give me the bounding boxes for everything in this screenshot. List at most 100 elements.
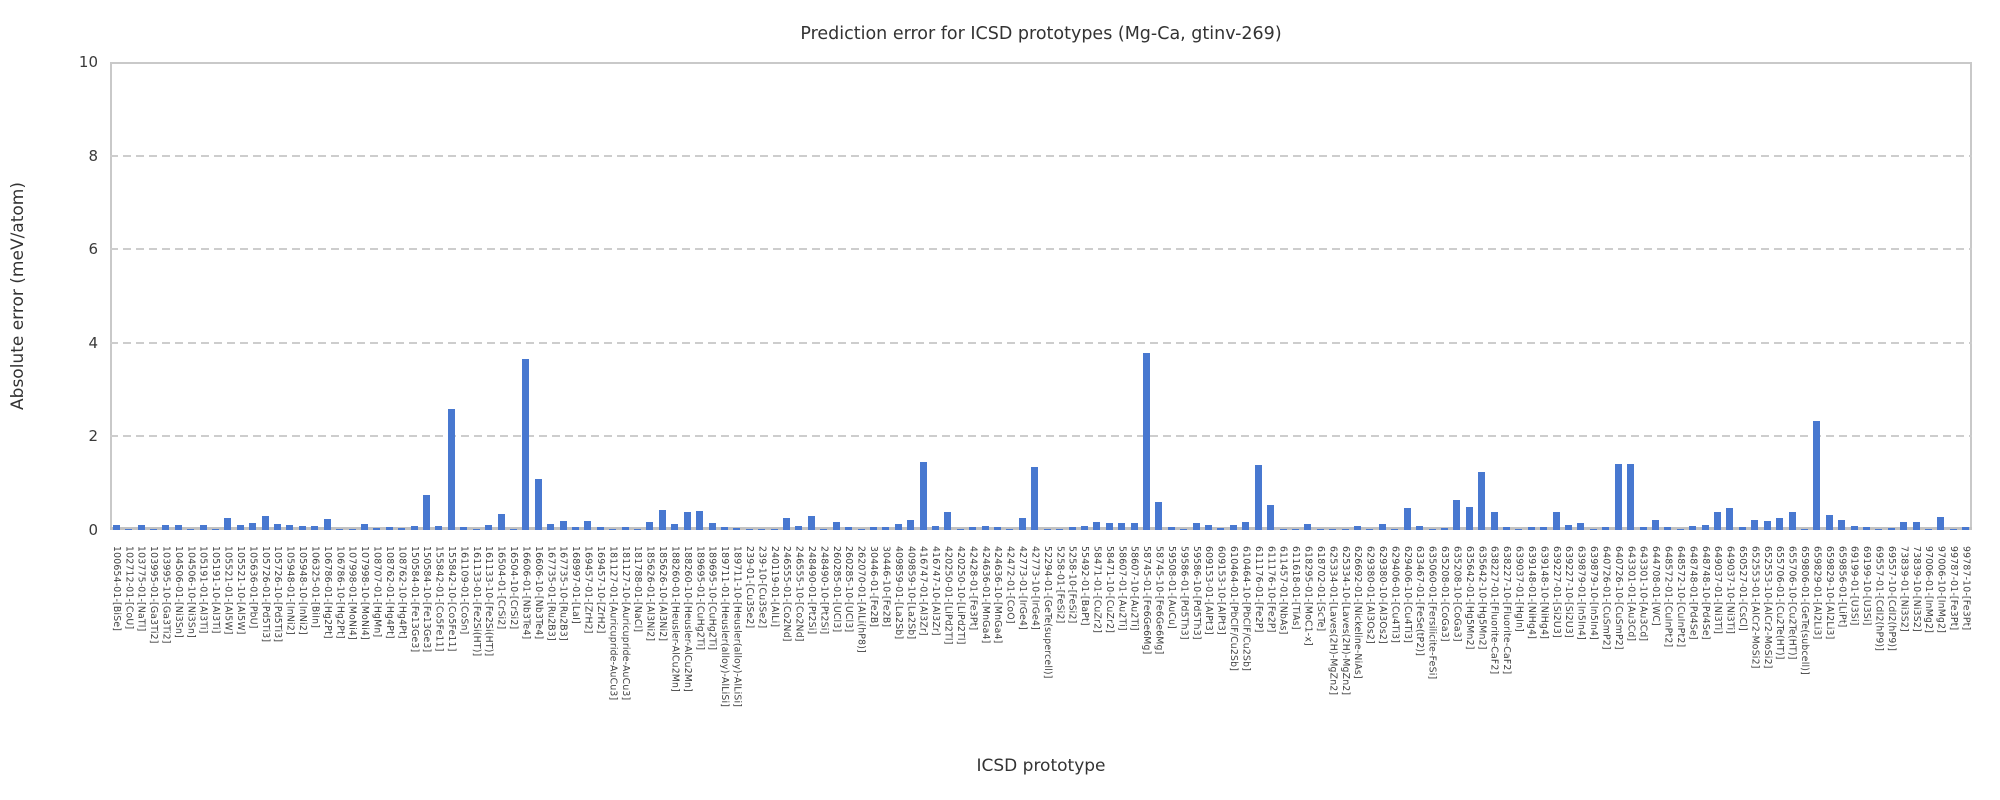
x-tick-label: 52294-01-[GeTe(supercell)] bbox=[1041, 546, 1053, 679]
bar bbox=[696, 511, 704, 530]
y-tick-label: 8 bbox=[88, 146, 98, 165]
x-tick-label: 611618-01-[TiAs] bbox=[1290, 546, 1302, 630]
bar bbox=[435, 526, 443, 530]
bar bbox=[323, 519, 331, 530]
bar bbox=[683, 512, 691, 530]
x-tick-label: 42773-10-[IrGe4] bbox=[1029, 546, 1041, 630]
bar bbox=[1825, 515, 1833, 530]
bar bbox=[857, 529, 865, 530]
bar bbox=[783, 518, 791, 530]
x-tick-label: 618295-01-[MoC1-x] bbox=[1302, 546, 1314, 646]
x-tick-label: 181127-01-[Auricupride-AuCu3] bbox=[607, 546, 619, 701]
x-tick-label: 639148-10-[NiHg4] bbox=[1538, 546, 1550, 640]
x-tick-label: 424636-10-[MnGa4] bbox=[992, 546, 1004, 644]
bar bbox=[1192, 523, 1200, 530]
bar bbox=[187, 529, 195, 530]
x-tick-label: 42472-01-[CoO] bbox=[1004, 546, 1016, 624]
bar bbox=[1068, 527, 1076, 530]
x-tick-label: 105726-01-[Pd5Ti3] bbox=[259, 546, 271, 643]
bar bbox=[534, 479, 542, 530]
bar bbox=[1676, 529, 1684, 530]
bar bbox=[720, 527, 728, 530]
x-tick-label: 106786-10-[Hg2Pt] bbox=[334, 546, 346, 639]
x-tick-label: 30446-10-[Fe2B] bbox=[880, 546, 892, 628]
x-tick-label: 629380-10-[Al3Os2] bbox=[1377, 546, 1389, 644]
y-tick-label: 2 bbox=[88, 427, 98, 446]
x-tick-label: 42773-01-[IrGe4] bbox=[1017, 546, 1029, 630]
x-tick-label: 107998-10-[MoNi4] bbox=[359, 546, 371, 640]
x-tick-label: 155842-01-[Co5Fe11] bbox=[433, 546, 445, 652]
x-tick-label: 155842-10-[Co5Fe11] bbox=[446, 546, 458, 652]
bar bbox=[1602, 527, 1610, 530]
x-tick-label: 168997-01-[LaI] bbox=[570, 546, 582, 624]
bar bbox=[348, 529, 356, 530]
x-tick-label: 58607-10-[Au2Ti] bbox=[1128, 546, 1140, 631]
bar bbox=[137, 525, 145, 530]
bar bbox=[1354, 526, 1362, 530]
bar bbox=[547, 524, 555, 530]
bar bbox=[634, 529, 642, 530]
x-tick-label: 73839-10-[Ni3S2] bbox=[1910, 546, 1922, 632]
x-tick-label: 638227-10-[Fluorite-CaF2] bbox=[1501, 546, 1513, 675]
x-tick-label: 103995-01-[Ga3Ti2] bbox=[148, 546, 160, 644]
x-tick-label: 5258-10-[FeSi2] bbox=[1066, 546, 1078, 624]
x-tick-label: 5258-01-[FeSi2] bbox=[1054, 546, 1066, 624]
x-tick-label: 30446-01-[Fe2B] bbox=[868, 546, 880, 628]
bar bbox=[1043, 529, 1051, 530]
x-tick-label: 655706-10-[Cu2Te(HT)] bbox=[1786, 546, 1798, 660]
bar bbox=[1627, 464, 1635, 530]
bar bbox=[1788, 512, 1796, 530]
bar bbox=[770, 529, 778, 530]
x-tick-label: 189695-10-[CuHg2Ti] bbox=[706, 546, 718, 651]
x-tick-label: 625334-10-[Laves(2H)-MgZn2] bbox=[1339, 546, 1351, 696]
bar bbox=[1850, 526, 1858, 530]
bar bbox=[1155, 502, 1163, 530]
x-tick-label: 626692-01-[Nickeline-NiAs] bbox=[1352, 546, 1364, 679]
x-tick-label: 108762-01-[Hg4Pt] bbox=[383, 546, 395, 639]
x-tick-label: 409859-10-[La2Sb] bbox=[905, 546, 917, 640]
x-tick-label: 424636-01-[MnGa4] bbox=[979, 546, 991, 644]
x-tick-label: 104506-01-[Ni3Sn] bbox=[172, 546, 184, 638]
x-tick-label: 639037-01-[HgIn] bbox=[1513, 546, 1525, 633]
x-tick-label: 161133-01-[Fe2Si(HT)] bbox=[470, 546, 482, 657]
bar bbox=[1949, 529, 1957, 530]
x-tick-label: 659829-10-[Al2Li3] bbox=[1823, 546, 1835, 640]
x-tick-label: 69199-01-[U3Si] bbox=[1848, 546, 1860, 626]
x-tick-label: 416747-10-[Al3Zr] bbox=[930, 546, 942, 636]
gridline bbox=[110, 341, 1972, 344]
top-spine bbox=[110, 62, 1972, 64]
x-tick-label: 633467-01-[FeSe(tP2)] bbox=[1414, 546, 1426, 657]
x-tick-label: 639879-01-[In5In4] bbox=[1575, 546, 1587, 640]
bar bbox=[907, 520, 915, 530]
bar bbox=[1937, 517, 1945, 530]
x-tick-label: 246555-10-[Co2Nd] bbox=[793, 546, 805, 642]
bar bbox=[894, 524, 902, 530]
x-tick-label: 161133-10-[Fe2Si(HT)] bbox=[483, 546, 495, 657]
bar bbox=[385, 527, 393, 530]
bar bbox=[584, 521, 592, 530]
x-tick-label: 59586-10-[Pd5Th3] bbox=[1190, 546, 1202, 640]
bar bbox=[174, 525, 182, 530]
x-tick-label: 239-10-[Cu3Se2] bbox=[756, 546, 768, 629]
x-tick-label: 611176-10-[Fe2P] bbox=[1265, 546, 1277, 633]
x-tick-label: 103775-01-[NaTl] bbox=[135, 546, 147, 632]
right-spine bbox=[1970, 62, 1972, 530]
bar bbox=[1503, 527, 1510, 530]
x-tick-label: 59508-01-[AuCu] bbox=[1165, 546, 1177, 630]
bar bbox=[460, 527, 468, 530]
x-tick-label: 105521-10-[Al5W] bbox=[234, 546, 246, 635]
bar bbox=[224, 518, 232, 530]
bar bbox=[423, 495, 431, 530]
bar bbox=[1527, 527, 1535, 530]
bar bbox=[1651, 520, 1659, 530]
x-tick-label: 189711-10-[Heusler(alloy)-AlLiSi] bbox=[731, 546, 743, 708]
bar bbox=[596, 527, 604, 530]
x-tick-label: 629406-01-[Cu4Ti3] bbox=[1389, 546, 1401, 644]
x-tick-label: 58471-10-[CuZr2] bbox=[1103, 546, 1115, 634]
x-tick-label: 102712-01-[CoU] bbox=[123, 546, 135, 630]
x-tick-label: 260285-01-[UCl3] bbox=[830, 546, 842, 633]
bar bbox=[1229, 525, 1237, 530]
bar bbox=[1130, 523, 1138, 530]
x-tick-label: 58471-01-[CuZr2] bbox=[1091, 546, 1103, 634]
x-tick-label: 246555-01-[Co2Nd] bbox=[781, 546, 793, 642]
